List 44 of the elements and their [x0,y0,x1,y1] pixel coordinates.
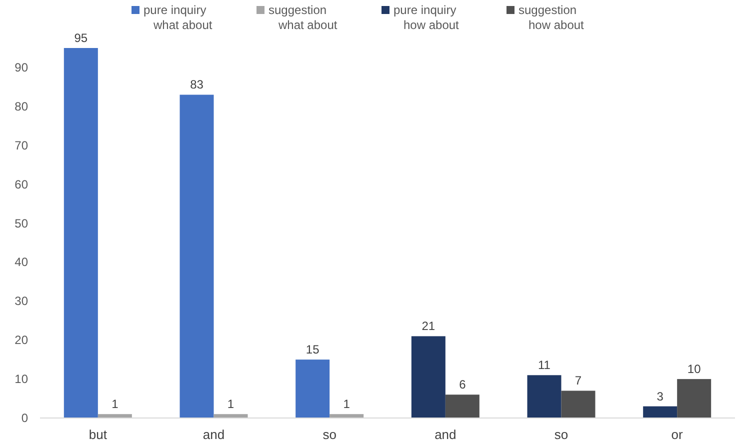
data-label: 15 [306,342,320,357]
y-tick-label: 0 [21,411,28,425]
y-tick-label: 20 [14,333,28,348]
y-tick-label: 90 [14,60,28,74]
bar [527,375,562,418]
data-label: 1 [112,397,119,412]
data-label: 1 [343,397,350,412]
legend-label: suggestion how about [518,3,585,32]
bar [330,414,364,418]
bar [411,336,446,418]
y-tick-label: 70 [14,138,28,152]
bar [180,94,214,418]
bar [445,394,480,418]
x-tick-label: and [202,427,225,442]
bar [214,414,248,418]
legend-label: suggestion what about [268,3,338,32]
data-label: 95 [74,31,88,45]
legend-label: pure inquiry how about [394,3,460,32]
data-label: 21 [422,319,436,334]
x-tick-label: so [322,427,336,442]
x-tick-label: so [554,427,568,442]
y-tick-label: 50 [14,216,28,230]
data-label: 10 [687,362,702,376]
data-label: 6 [459,378,466,392]
bar [643,406,678,418]
x-tick-label: but [88,427,108,442]
data-label: 1 [227,397,234,412]
y-tick-label: 80 [14,99,28,114]
data-label: 11 [538,358,551,372]
bar [561,390,596,418]
data-label: 3 [656,389,664,404]
bar [64,48,98,418]
data-label: 83 [190,78,204,92]
x-tick-label: and [434,427,456,442]
bar [98,414,132,418]
y-tick-label: 30 [14,294,28,308]
bar [677,379,712,418]
x-tick-label: or [671,427,684,442]
y-tick-label: 60 [14,177,28,192]
data-label: 7 [574,374,582,388]
legend-label: pure inquiry what about [144,3,213,32]
y-tick-label: 10 [14,372,28,386]
bar [296,360,330,418]
y-tick-label: 40 [14,255,28,270]
